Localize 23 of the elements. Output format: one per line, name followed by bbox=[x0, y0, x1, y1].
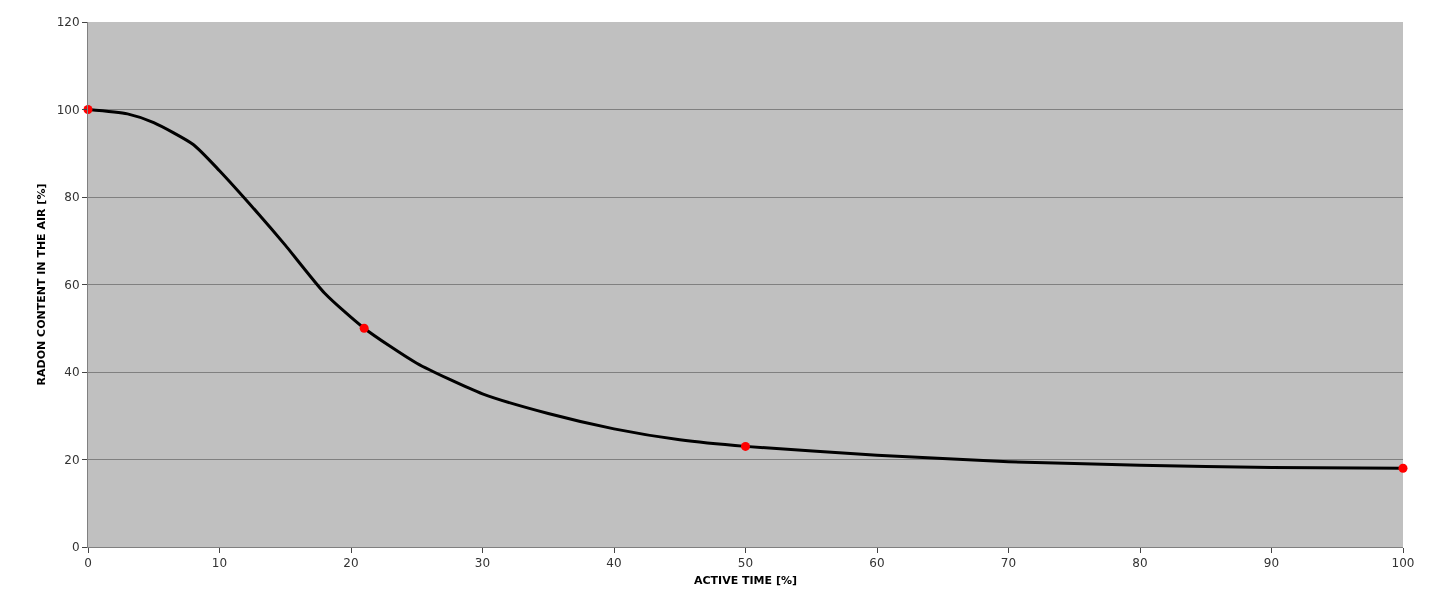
y-tick-label: 120 bbox=[56, 15, 80, 30]
y-tick-label: 40 bbox=[64, 365, 80, 380]
x-tick-label: 20 bbox=[343, 556, 359, 571]
y-tick-label: 60 bbox=[64, 277, 80, 292]
x-tick-label: 30 bbox=[474, 556, 491, 571]
y-tick-label: 100 bbox=[56, 102, 80, 117]
x-tick-label: 50 bbox=[737, 556, 754, 571]
y-tick-label: 20 bbox=[64, 452, 80, 467]
x-tick-label: 90 bbox=[1263, 556, 1280, 571]
x-tick-label: 40 bbox=[606, 556, 622, 571]
y-axis-title: RADON CONTENT IN THE AIR [%] bbox=[35, 183, 49, 386]
x-tick-label: 0 bbox=[84, 556, 92, 571]
x-tick-label: 70 bbox=[1000, 556, 1017, 571]
point bbox=[1398, 463, 1408, 473]
y-tick-label: 0 bbox=[71, 540, 80, 555]
point bbox=[359, 323, 369, 333]
x-tick-label: 80 bbox=[1132, 556, 1148, 571]
x-tick-label: 60 bbox=[869, 556, 885, 571]
point bbox=[741, 441, 750, 451]
y-tick-label: 80 bbox=[64, 190, 80, 205]
x-axis-title: ACTIVE TIME [%] bbox=[693, 573, 798, 587]
x-tick-label: 100 bbox=[1391, 556, 1415, 571]
x-tick-label: 10 bbox=[211, 556, 228, 571]
